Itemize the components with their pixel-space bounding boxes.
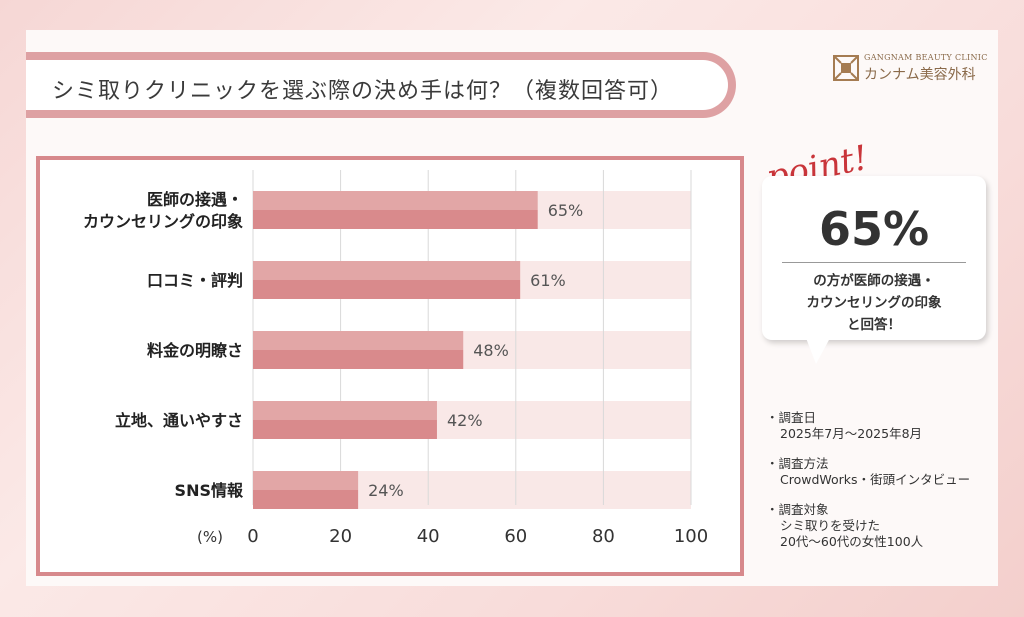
x-tick-label: 100 xyxy=(674,526,708,547)
logo-text-jp: カンナム美容外科 xyxy=(864,67,976,83)
bar-upper xyxy=(253,191,538,210)
clinic-logo-icon xyxy=(833,55,859,81)
category-label: 口コミ・評判 xyxy=(147,271,243,290)
survey-target-label: ・調査対象 xyxy=(766,502,829,517)
survey-date-label: ・調査日 xyxy=(766,410,817,425)
x-tick-label: 60 xyxy=(504,526,527,547)
survey-info: ・調査日 2025年7月〜2025年8月 ・調査方法 CrowdWorks・街頭… xyxy=(766,410,996,564)
data-label: 48% xyxy=(473,341,509,360)
data-label: 42% xyxy=(447,411,483,430)
point-caption: の方が医師の接遇・ カウンセリングの印象 と回答！ xyxy=(762,270,986,336)
point-caption-line-2: カウンセリングの印象 xyxy=(806,295,942,311)
survey-target-value-2: 20代〜60代の女性100人 xyxy=(780,534,924,549)
bar-lower xyxy=(253,490,359,509)
category-label: SNS情報 xyxy=(175,481,244,500)
point-percent: 65% xyxy=(818,202,930,256)
point-caption-line-1: の方が医師の接遇・ xyxy=(813,273,935,289)
x-axis-unit: (%) xyxy=(197,528,223,546)
category-label: カウンセリングの印象 xyxy=(83,212,243,231)
bar-upper xyxy=(253,471,359,490)
category-label: 立地、通いやすさ xyxy=(115,411,243,430)
category-label: 医師の接遇・ xyxy=(147,190,243,209)
bar-upper xyxy=(253,331,464,350)
category-label: 料金の明瞭さ xyxy=(147,341,243,360)
logo-text-en: GANGNAM BEAUTY CLINIC xyxy=(864,53,988,62)
bar-lower xyxy=(253,420,437,439)
x-tick-label: 0 xyxy=(247,526,258,547)
survey-target: ・調査対象 シミ取りを受けた 20代〜60代の女性100人 xyxy=(766,502,996,550)
survey-date: ・調査日 2025年7月〜2025年8月 xyxy=(766,410,996,442)
page-title: シミ取りクリニックを選ぶ際の決め手は何？（複数回答可） xyxy=(52,79,674,104)
survey-method-value: CrowdWorks・街頭インタビュー xyxy=(780,472,971,487)
survey-date-value: 2025年7月〜2025年8月 xyxy=(780,426,923,441)
survey-method-label: ・調査方法 xyxy=(766,456,829,471)
bar-lower xyxy=(253,350,464,369)
survey-target-value-1: シミ取りを受けた xyxy=(780,518,881,533)
clinic-logo: GANGNAM BEAUTY CLINIC カンナム美容外科 xyxy=(832,52,987,86)
chart-frame: 65% 医師の接遇・カウンセリングの印象 61% 口コミ・評判 48% 料金の明瞭さ 42%… xyxy=(36,156,744,576)
data-label: 61% xyxy=(530,271,566,290)
title-banner: シミ取りクリニックを選ぶ際の決め手は何？（複数回答可） xyxy=(26,52,736,118)
x-tick-label: 40 xyxy=(417,526,440,547)
x-tick-label: 20 xyxy=(329,526,352,547)
point-callout-tail xyxy=(806,338,830,364)
bar-lower xyxy=(253,280,521,299)
bar-lower xyxy=(253,210,538,229)
bar-chart: 65% 医師の接遇・カウンセリングの印象 61% 口コミ・評判 48% 料金の明瞭さ 42%… xyxy=(83,170,708,547)
bar-upper xyxy=(253,261,521,280)
point-divider xyxy=(782,262,966,263)
bar-upper xyxy=(253,401,437,420)
point-caption-line-3: と回答！ xyxy=(847,317,901,333)
survey-method: ・調査方法 CrowdWorks・街頭インタビュー xyxy=(766,456,996,488)
infographic-card: シミ取りクリニックを選ぶ際の決め手は何？（複数回答可） GANGNAM BEAU… xyxy=(26,30,998,586)
x-tick-label: 80 xyxy=(592,526,615,547)
point-callout: 65% の方が医師の接遇・ カウンセリングの印象 と回答！ xyxy=(762,176,986,340)
data-label: 65% xyxy=(548,201,584,220)
data-label: 24% xyxy=(368,481,404,500)
